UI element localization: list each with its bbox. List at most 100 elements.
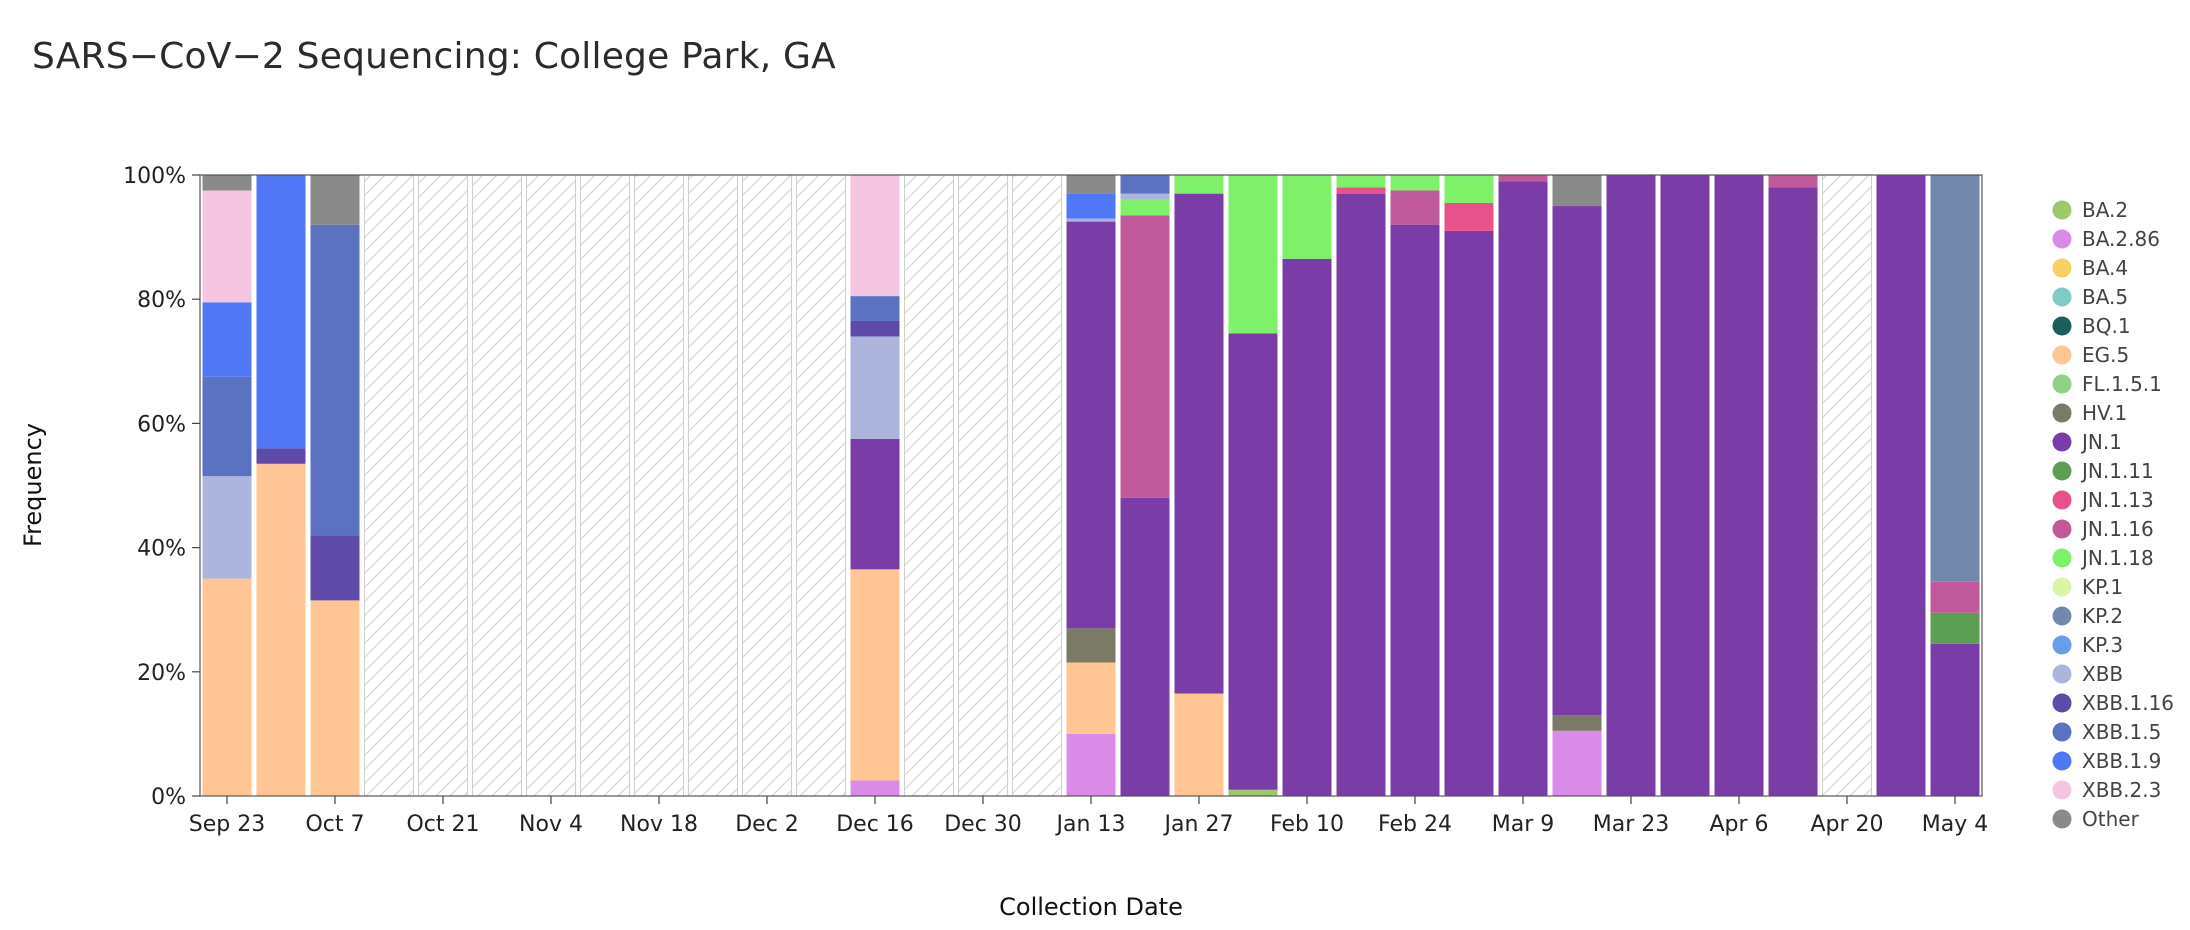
- x-tick-label: Jan 13: [1055, 812, 1126, 837]
- legend-swatch: [2052, 490, 2072, 510]
- legend-item[interactable]: XBB.1.5: [2052, 720, 2162, 744]
- no-data-bar: [688, 174, 738, 797]
- bar-segment-other: [1066, 175, 1116, 194]
- bar-apr-6: [1714, 175, 1764, 796]
- bar-dec-23: [904, 174, 954, 797]
- bar-segment-jn-1-18: [1282, 175, 1332, 259]
- bar-jan-27: [1174, 175, 1224, 796]
- legend-item[interactable]: JN.1.13: [2052, 488, 2154, 512]
- bar-segment-jn-1-18: [1444, 175, 1494, 203]
- bar-segment-xbb-1-9: [256, 175, 306, 449]
- legend-label: JN.1.18: [2080, 546, 2154, 570]
- bar-dec-30: [958, 174, 1008, 797]
- bar-sep-23: [202, 175, 252, 796]
- bar-segment-jn-1: [1390, 224, 1440, 796]
- legend-label: JN.1.13: [2080, 488, 2154, 512]
- x-tick-label: Feb 24: [1378, 812, 1452, 837]
- no-data-bar: [364, 174, 414, 797]
- x-tick-label: Oct 7: [305, 812, 364, 837]
- bar-segment-eg-5: [850, 569, 900, 781]
- legend-item[interactable]: JN.1.11: [2052, 459, 2154, 483]
- chart-title: SARS−CoV−2 Sequencing: College Park, GA: [32, 36, 836, 77]
- x-tick-label: Dec 30: [944, 812, 1022, 837]
- legend-item[interactable]: BA.2.86: [2052, 227, 2160, 251]
- legend-item[interactable]: XBB.2.3: [2052, 778, 2162, 802]
- bar-mar-23: [1606, 175, 1656, 796]
- legend-label: EG.5: [2082, 343, 2129, 367]
- bar-segment-jn-1: [1228, 333, 1278, 790]
- legend-item[interactable]: JN.1.18: [2052, 546, 2154, 570]
- bar-sep-30: [256, 175, 306, 796]
- no-data-bar: [1822, 174, 1872, 797]
- legend-swatch: [2052, 200, 2072, 220]
- bar-segment-eg-5: [1174, 693, 1224, 796]
- no-data-bar: [472, 174, 522, 797]
- bar-segment-jn-1-16: [1930, 581, 1980, 613]
- bar-segment-ba-2-86: [1552, 730, 1602, 796]
- legend-swatch: [2052, 577, 2072, 597]
- legend-item[interactable]: XBB.1.9: [2052, 749, 2162, 773]
- bar-jan-6: [1012, 174, 1062, 797]
- x-tick-label: Jan 27: [1163, 812, 1234, 837]
- bar-nov-11: [580, 174, 630, 797]
- bar-segment-xbb-1-16: [850, 320, 900, 337]
- x-tick-label: Sep 23: [189, 812, 265, 837]
- bar-segment-jn-1: [1714, 175, 1764, 796]
- bar-segment-jn-1: [1552, 206, 1602, 716]
- legend-item[interactable]: FL.1.5.1: [2052, 372, 2162, 396]
- x-tick-label: Oct 21: [406, 812, 479, 837]
- bar-segment-ba-2: [1228, 789, 1278, 796]
- bar-segment-jn-1: [1930, 643, 1980, 796]
- bar-jan-13: [1066, 175, 1116, 796]
- legend-item[interactable]: BA.2: [2052, 198, 2129, 222]
- bar-segment-xbb-2-3: [850, 175, 900, 297]
- x-tick-label: Dec 2: [735, 812, 799, 837]
- bar-apr-27: [1876, 175, 1926, 796]
- legend-swatch: [2052, 780, 2072, 800]
- bar-segment-xbb: [850, 336, 900, 439]
- legend-item[interactable]: JN.1.16: [2052, 517, 2154, 541]
- legend-item[interactable]: JN.1: [2052, 430, 2122, 454]
- legend-item[interactable]: KP.1: [2052, 575, 2124, 599]
- legend-item[interactable]: HV.1: [2052, 401, 2128, 425]
- legend-item[interactable]: XBB.1.16: [2052, 691, 2175, 715]
- bar-segment-xbb-1-5: [850, 296, 900, 321]
- legend-swatch: [2052, 345, 2072, 365]
- bar-segment-xbb-2-3: [202, 190, 252, 303]
- no-data-bar: [796, 174, 846, 797]
- legend-swatch: [2052, 606, 2072, 626]
- bar-segment-xbb: [202, 476, 252, 579]
- bar-mar-2: [1444, 175, 1494, 796]
- legend-item[interactable]: Other: [2052, 807, 2140, 831]
- bar-segment-jn-1-18: [1228, 175, 1278, 334]
- legend-swatch: [2052, 374, 2072, 394]
- legend-label: JN.1: [2080, 430, 2122, 454]
- bar-segment-jn-1: [1498, 181, 1548, 796]
- bar-segment-other: [202, 175, 252, 191]
- y-tick-label: 40%: [137, 537, 186, 562]
- no-data-bar: [526, 174, 576, 797]
- y-axis-title: Frequency: [19, 423, 47, 547]
- bar-segment-xbb-1-9: [1066, 193, 1116, 219]
- bar-segment-jn-1: [1444, 230, 1494, 796]
- bar-segment-jn-1: [1066, 221, 1116, 629]
- bar-nov-25: [688, 174, 738, 797]
- bar-segment-jn-1-18: [1120, 199, 1170, 216]
- bar-apr-13: [1768, 175, 1818, 797]
- legend-item[interactable]: BA.5: [2052, 285, 2129, 309]
- bar-feb-10: [1282, 175, 1332, 797]
- legend-item[interactable]: BQ.1: [2052, 314, 2131, 338]
- bar-segment-xbb-1-16: [256, 448, 306, 464]
- legend-item[interactable]: XBB: [2052, 662, 2124, 686]
- legend-item[interactable]: BA.4: [2052, 256, 2129, 280]
- legend-item[interactable]: EG.5: [2052, 343, 2130, 367]
- legend-swatch: [2052, 258, 2072, 278]
- bar-segment-jn-1-11: [1930, 612, 1980, 644]
- bar-segment-jn-1: [1336, 193, 1386, 796]
- bar-segment-xbb-1-5: [202, 376, 252, 477]
- x-tick-label: Nov 18: [620, 812, 698, 837]
- y-tick-label: 100%: [123, 164, 186, 189]
- legend-item[interactable]: KP.2: [2052, 604, 2124, 628]
- legend-swatch: [2052, 722, 2072, 742]
- legend-item[interactable]: KP.3: [2052, 633, 2124, 657]
